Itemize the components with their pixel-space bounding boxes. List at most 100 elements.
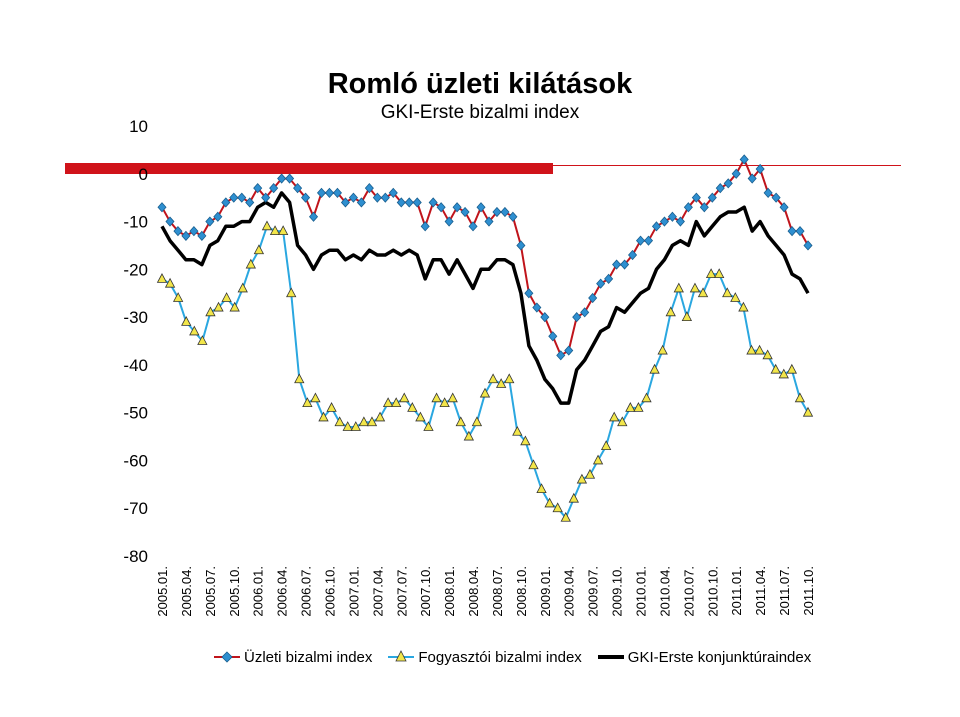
x-tick-label: 2006.04. [275, 566, 290, 617]
consumer-point [374, 411, 386, 422]
business-point [213, 211, 223, 222]
consumer-point [294, 373, 305, 384]
chart-title: Romló üzleti kilátások [327, 68, 633, 100]
consumer-point [423, 421, 434, 431]
business-point [604, 273, 614, 284]
consumer-point [334, 416, 345, 427]
legend-label-business: Üzleti bizalmi index [244, 648, 373, 666]
business-point [388, 187, 398, 198]
business-point [612, 259, 622, 270]
consumer-point [286, 287, 297, 298]
consumer-point [326, 402, 337, 412]
y-tick-label: -40 [123, 356, 148, 375]
business-point [364, 183, 374, 194]
consumer-point [689, 282, 701, 293]
chart-subtitle: GKI-Erste bizalmi index [380, 102, 580, 123]
consumer-point [641, 392, 652, 403]
business-point [197, 230, 207, 241]
consumer-point [770, 363, 781, 374]
consumer-point [455, 416, 466, 427]
consumer-point [633, 402, 644, 412]
consumer-point [415, 411, 426, 422]
business-point [229, 192, 239, 203]
consumer-point [277, 225, 289, 236]
consumer-point [520, 435, 531, 446]
series-layer [156, 154, 814, 522]
business-point [173, 226, 183, 237]
business-point [675, 216, 685, 227]
business-point [340, 197, 350, 208]
x-axis-ticks: 2005.01. 2005.04. 2005.07. 2005.10. 2006.01.… [155, 566, 816, 617]
legend-swatch-consumer [388, 650, 415, 662]
business-point [277, 173, 287, 184]
business-point [332, 187, 342, 198]
consumer-point [802, 406, 814, 417]
business-point [221, 197, 231, 208]
x-tick-label: 2007.10. [418, 566, 433, 617]
consumer-point [302, 397, 313, 408]
business-point [404, 197, 414, 208]
business-point [492, 206, 502, 218]
x-tick-label: 2006.07. [299, 566, 314, 617]
x-tick-label: 2010.10. [705, 566, 720, 617]
business-point [651, 221, 662, 232]
business-point [580, 307, 590, 318]
business-point [556, 350, 566, 361]
business-point [524, 288, 534, 299]
business-point [691, 192, 701, 203]
x-tick-label: 2005.01. [155, 566, 170, 617]
x-tick-label: 2005.10. [227, 566, 242, 617]
consumer-point [189, 325, 200, 336]
consumer-point [528, 459, 539, 470]
business-point [747, 173, 757, 184]
business-point [308, 211, 319, 222]
business-point [795, 226, 805, 237]
consumer-point [681, 311, 693, 322]
consumer-point [471, 416, 483, 427]
x-tick-label: 2011.01. [729, 566, 744, 616]
business-point [588, 292, 598, 304]
consumer-point [261, 220, 273, 231]
business-point [428, 197, 438, 208]
business-point [667, 211, 677, 222]
business-point [707, 192, 717, 203]
business-point [324, 187, 335, 198]
business-point [181, 230, 191, 241]
business-point [396, 197, 406, 208]
consumer-point [584, 468, 596, 479]
decorative-red-bar [65, 163, 553, 174]
business-point [643, 235, 654, 246]
business-point [476, 202, 486, 213]
x-tick-label: 2011.04. [753, 566, 768, 616]
x-tick-label: 2005.07. [203, 566, 218, 617]
consumer-point [697, 287, 709, 298]
x-tick-label: 2007.07. [394, 566, 409, 617]
business-point [755, 163, 765, 175]
x-tick-label: 2006.01. [251, 566, 266, 617]
business-point [189, 226, 199, 237]
consumer-point [487, 373, 499, 384]
consumer-point [617, 416, 628, 427]
consumer-point [778, 368, 789, 379]
consumer-point [253, 244, 265, 255]
business-point [261, 192, 271, 203]
consumer-point [609, 411, 620, 422]
consumer-point [504, 373, 515, 384]
y-tick-label: -50 [123, 404, 148, 423]
x-tick-label: 2009.04. [562, 566, 577, 617]
legend-swatch-business [214, 651, 240, 663]
consumer-point [552, 502, 563, 513]
business-point [237, 192, 247, 203]
business-point [205, 216, 215, 227]
consumer-point [794, 392, 806, 403]
consumer-point [568, 492, 579, 503]
consumer-point [463, 430, 475, 441]
legend-swatch-composite [597, 655, 624, 659]
business-point [285, 173, 295, 184]
business-point [635, 235, 646, 246]
x-tick-label: 2011.10. [801, 566, 816, 616]
consumer-point [221, 292, 232, 302]
business-point [500, 206, 510, 218]
legend-label-composite: GKI-Erste konjunktúraindex [627, 648, 812, 666]
